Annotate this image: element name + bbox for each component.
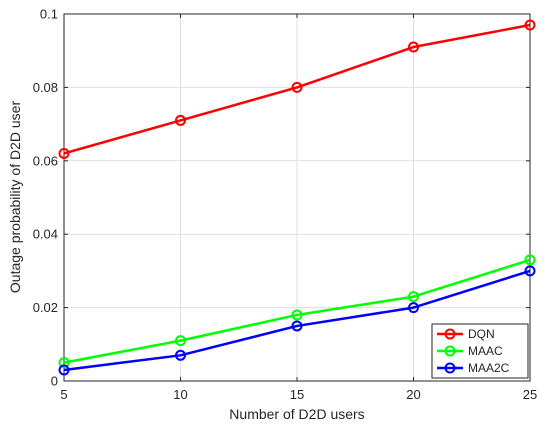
data-point-maa2c: [58, 364, 70, 376]
data-series: [58, 19, 536, 376]
data-point-maa2c: [524, 265, 536, 277]
legend-marker-dqn: [444, 328, 456, 340]
series-line-maac: [63, 258, 531, 364]
data-point-dqn: [408, 41, 419, 53]
x-tick-label: 5: [60, 387, 67, 402]
data-point-maac: [291, 309, 303, 321]
legend-label-maa2c: MAA2C: [468, 361, 510, 375]
y-tick-label: 0.08: [33, 80, 58, 95]
y-tick-label: 0.1: [40, 7, 58, 22]
legend-marker-maac: [444, 345, 456, 357]
x-tick-label: 25: [523, 387, 537, 402]
data-point-dqn: [58, 147, 70, 159]
data-point-dqn: [524, 19, 536, 31]
y-tick-label: 0.06: [33, 153, 58, 168]
data-point-maac: [408, 291, 419, 303]
x-axis-title: Number of D2D users: [229, 406, 364, 422]
data-point-maa2c: [408, 302, 419, 314]
data-point-maa2c: [291, 320, 303, 332]
series-line-dqn: [63, 23, 531, 155]
legend: DQN MAAC MAA2C: [431, 323, 529, 379]
legend-label-dqn: DQN: [468, 327, 495, 341]
y-axis-title: Outage probability of D2D user: [7, 101, 23, 294]
data-point-maac: [524, 254, 536, 266]
y-tick-label: 0.04: [33, 227, 58, 242]
x-tick-label: 15: [290, 387, 304, 402]
y-tick-label: 0: [51, 374, 58, 389]
data-point-dqn: [175, 114, 186, 126]
x-tick-label: 20: [406, 387, 420, 402]
x-tick-label: 10: [173, 387, 187, 402]
data-point-maac: [175, 335, 186, 347]
series-line-maa2c: [63, 269, 531, 372]
data-point-maac: [58, 357, 70, 369]
axis-ticks: 5 10 15 20 25 0 0.02 0.04 0.06 0.08 0.1: [33, 7, 538, 403]
data-point-dqn: [291, 81, 303, 93]
legend-label-maac: MAAC: [468, 344, 503, 358]
legend-marker-maa2c: [444, 362, 456, 374]
data-point-maa2c: [175, 349, 186, 361]
y-tick-label: 0.02: [33, 300, 58, 315]
